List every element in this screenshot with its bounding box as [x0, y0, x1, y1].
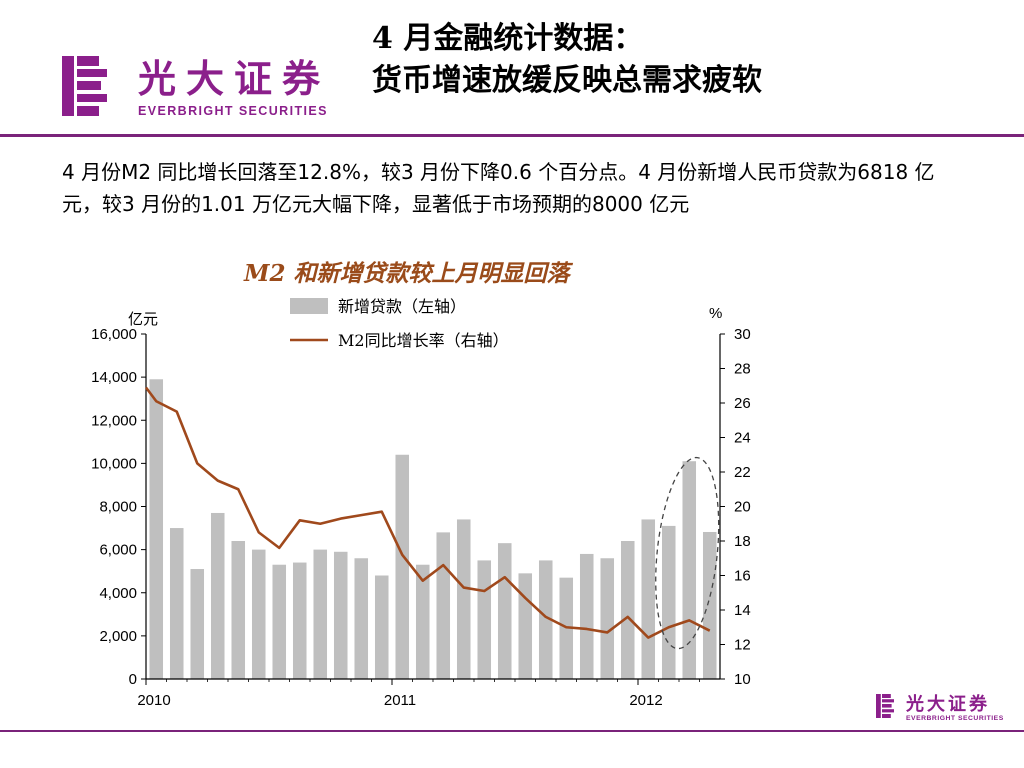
right-axis-tick-label: 20 [734, 499, 751, 516]
x-axis-tick-label: 2011 [384, 692, 416, 709]
footer-logo-icon [876, 694, 894, 718]
footer-brand-name-cn: 光大证券 [906, 694, 990, 715]
legend-bar-label: 新增贷款（左轴） [338, 297, 466, 316]
m2-growth-line [144, 386, 711, 639]
loan-bar [210, 512, 225, 679]
loan-bar [149, 379, 164, 679]
loan-bar [456, 519, 471, 679]
loan-bar [374, 575, 389, 679]
loan-bar [477, 560, 492, 679]
loan-bar [436, 532, 451, 679]
header-divider [0, 134, 1024, 137]
footer-divider [0, 730, 1024, 732]
left-axis-tick-label: 10,000 [91, 455, 137, 472]
x-axis-tick-label: 2010 [137, 692, 170, 709]
x-axis-tick-label: 2012 [629, 692, 662, 709]
loan-bar [272, 564, 287, 679]
brand-name-cn: 光大证券 [138, 56, 331, 101]
footer-brand-name-en: EVERBRIGHT SECURITIES [906, 715, 1004, 722]
left-axis-tick-label: 16,000 [91, 326, 137, 343]
loan-bar [661, 525, 676, 679]
right-axis-tick-label: 14 [734, 602, 751, 619]
right-axis-tick-label: 28 [734, 361, 751, 378]
slide-title-line2: 货币增速放缓反映总需求疲软 [372, 63, 762, 98]
slide-title-line1: 4 月金融统计数据： [372, 21, 644, 56]
right-axis-tick-label: 10 [734, 671, 751, 688]
loan-bar [292, 562, 307, 679]
right-axis-tick-label: 24 [734, 430, 751, 447]
loan-bar [415, 564, 430, 679]
loan-bar [641, 519, 656, 679]
loan-bar [538, 560, 553, 679]
loan-bar [313, 549, 328, 679]
loan-bar [518, 573, 533, 679]
left-axis-tick-label: 8,000 [99, 499, 137, 516]
loan-bar [600, 558, 615, 679]
loan-bar [251, 549, 266, 679]
left-axis-tick-label: 14,000 [91, 369, 137, 386]
right-axis-tick-label: 12 [734, 637, 751, 654]
loan-bar [333, 551, 348, 679]
left-axis-tick-label: 0 [129, 671, 137, 688]
right-axis-tick-label: 22 [734, 464, 751, 481]
legend-bar-swatch [290, 298, 328, 314]
left-axis-tick-label: 4,000 [99, 585, 137, 602]
right-axis-tick-label: 18 [734, 533, 751, 550]
loan-bar [169, 528, 184, 679]
brand-logo-icon [62, 56, 107, 116]
slide-title: 4 月金融统计数据： 货币增速放缓反映总需求疲软 [372, 18, 762, 102]
left-axis-tick-label: 2,000 [99, 628, 137, 645]
right-axis-unit: % [709, 305, 722, 322]
left-axis-tick-label: 6,000 [99, 542, 137, 559]
chart-title: M2 和新增贷款较上月明显回落 [244, 260, 570, 287]
loan-bar [682, 461, 697, 679]
m2-loan-chart: 0 2,000 4,000 6,000 8,000 10,000 12,000 14,000 1… [91, 297, 751, 709]
loan-bar [354, 558, 369, 679]
brand-name-en: EVERBRIGHT SECURITIES [138, 104, 328, 118]
left-axis-unit: 亿元 [128, 311, 158, 328]
legend-line-label: M2同比增长率（右轴） [338, 331, 509, 350]
loan-bar [190, 569, 205, 679]
left-axis-tick-label: 12,000 [91, 412, 137, 429]
highlight-ellipse [655, 456, 720, 650]
loan-bar [579, 553, 594, 679]
loan-bar [497, 543, 512, 679]
loan-bar [395, 454, 410, 679]
description-text: 4 月份M2 同比增长回落至12.8%，较3 月份下降0.6 个百分点。4 月份… [62, 160, 935, 216]
right-axis-tick-label: 16 [734, 568, 751, 585]
loan-bar [702, 531, 717, 679]
loan-bar [620, 541, 635, 679]
right-axis-tick-label: 26 [734, 395, 751, 412]
right-axis-tick-label: 30 [734, 326, 751, 343]
loan-bar [231, 541, 246, 679]
